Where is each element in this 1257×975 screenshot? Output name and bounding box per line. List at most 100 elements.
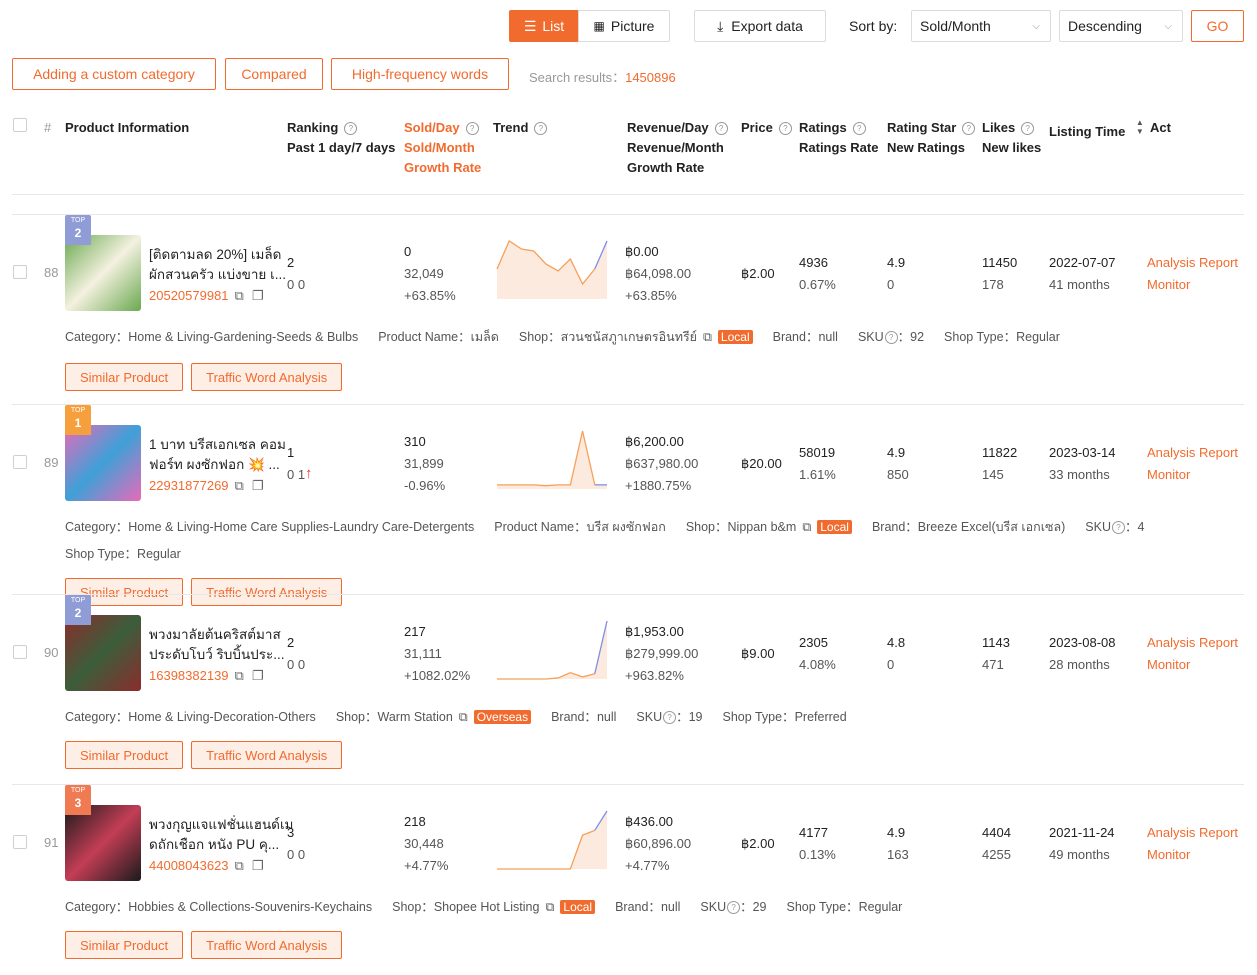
row-button[interactable]: Similar Product: [65, 741, 184, 769]
sold-month: 32,049: [404, 266, 444, 281]
ranking: 2: [287, 255, 295, 270]
product-title[interactable]: พวงกุญแจแฟชั่นแฮนด์เม: [149, 817, 294, 832]
copy-icon[interactable]: ❐: [251, 478, 264, 493]
action-link[interactable]: Analysis Report: [1147, 255, 1239, 270]
external-link-icon[interactable]: ⧉: [234, 288, 244, 303]
row-button[interactable]: Traffic Word Analysis: [191, 931, 343, 959]
product-title[interactable]: [ติดตามลด 20%] เมล็ด: [149, 247, 282, 262]
detail-item: Brand：null: [551, 706, 616, 725]
copy-icon[interactable]: ❐: [251, 288, 264, 303]
export-button[interactable]: ⤓ Export data: [694, 10, 826, 42]
select-all-checkbox[interactable]: [13, 118, 27, 132]
action-link[interactable]: Monitor: [1147, 277, 1191, 292]
copy-icon[interactable]: ❐: [251, 858, 264, 873]
external-link-icon[interactable]: ⧉: [702, 330, 712, 344]
column-label: New likes: [982, 138, 1041, 158]
row-button[interactable]: Traffic Word Analysis: [191, 741, 343, 769]
detail-value: null: [818, 330, 838, 344]
detail-value: ：4: [1125, 520, 1145, 534]
detail-label: Shop：: [335, 710, 378, 724]
detail-value: บรีส ผงซักฟอก: [586, 520, 666, 534]
row-checkbox[interactable]: [13, 835, 27, 849]
id-link[interactable]: 44008043623: [149, 858, 229, 873]
external-link-icon[interactable]: ⧉: [802, 520, 812, 534]
list-view-button[interactable]: ☰ List: [509, 10, 579, 42]
column-label: Revenue/Day?: [627, 118, 728, 138]
product-title[interactable]: พวงมาลัยต้นคริสต์มาส: [149, 627, 281, 642]
sold-day: 217: [404, 624, 426, 639]
external-link-icon[interactable]: ⧉: [234, 668, 244, 683]
action-link[interactable]: Analysis Report: [1147, 825, 1239, 840]
detail-item: Shop：สวนชนัสภูาเกษตรอินทรีย์ ⧉ Local: [519, 326, 753, 347]
ranking-change: 0 0: [287, 277, 306, 292]
detail-item: Category：Home & Living-Gardening-Seeds &…: [65, 326, 358, 347]
action-link[interactable]: Analysis Report: [1147, 635, 1239, 650]
label: Picture: [610, 18, 655, 34]
external-link-icon[interactable]: ⧉: [458, 710, 468, 724]
sort-order-select[interactable]: Descending ⌵: [1059, 10, 1183, 42]
product-title[interactable]: ประดับโบว์ ริบบิ้นประ...: [149, 647, 285, 662]
picture-view-button[interactable]: ▦ Picture: [578, 10, 670, 42]
product-title[interactable]: ฟอร์ท ผงซักฟอก 💥 ...: [149, 457, 280, 472]
row-checkbox[interactable]: [13, 455, 27, 469]
filter-button[interactable]: Compared: [225, 58, 323, 90]
text: Past 1 day/7 days: [287, 140, 396, 155]
trend-area: [497, 241, 607, 299]
row-button[interactable]: Traffic Word Analysis: [191, 363, 343, 391]
product-title[interactable]: ดถักเชือก หนัง PU คุ...: [149, 837, 280, 852]
action-link[interactable]: Analysis Report: [1147, 445, 1239, 460]
badge-top: TOP: [70, 787, 86, 794]
column-label: Price?: [741, 118, 792, 138]
row-checkbox[interactable]: [13, 645, 27, 659]
revenue-month: ฿60,896.00: [625, 836, 692, 851]
product-title[interactable]: ผักสวนครัว แบ่งขาย เ...: [149, 267, 286, 282]
id-link[interactable]: 20520579981: [149, 288, 229, 303]
text: Price: [741, 120, 773, 135]
trend-line: [497, 671, 595, 680]
external-link-icon[interactable]: ⧉: [234, 858, 244, 873]
sort-field-select[interactable]: Sold/Month ⌵: [911, 10, 1051, 42]
text: Growth Rate: [404, 160, 482, 175]
row-checkbox[interactable]: [13, 265, 27, 279]
ratings-rate: 0.13%: [799, 847, 836, 862]
go-button[interactable]: GO: [1191, 10, 1244, 42]
id-link[interactable]: 22931877269: [149, 478, 229, 493]
ratings-rate: 0.67%: [799, 277, 836, 292]
row-button[interactable]: Similar Product: [65, 931, 184, 959]
text: Ratings: [799, 120, 847, 135]
detail-value: Warm Station: [377, 710, 453, 724]
detail-value: Regular: [137, 547, 181, 561]
detail-value: สวนชนัสภูาเกษตรอินทรีย์: [560, 330, 697, 344]
id-link[interactable]: 16398382139: [149, 668, 229, 683]
detail-label: Category：: [65, 330, 129, 344]
product-title[interactable]: 1 บาท บรีสเอกเซล คอม: [149, 437, 286, 452]
rating-star: 4.9: [887, 445, 906, 460]
external-link-icon[interactable]: ⧉: [545, 900, 555, 914]
help-icon: ?: [1112, 521, 1125, 534]
price: ฿2.00: [741, 836, 775, 851]
badge-top: TOP: [70, 407, 86, 414]
sold-growth: -0.96%: [404, 478, 446, 493]
trend-latest: [594, 620, 608, 674]
badge-top: TOP: [70, 217, 86, 224]
help-icon: ?: [727, 901, 741, 914]
copy-icon[interactable]: ❐: [251, 668, 264, 683]
likes: 4404: [982, 825, 1011, 840]
action-link[interactable]: Monitor: [1147, 467, 1191, 482]
detail-value: Preferred: [794, 710, 847, 724]
filter-button[interactable]: Adding a custom category: [12, 58, 216, 90]
row-button[interactable]: Traffic Word Analysis: [191, 578, 343, 606]
likes: 11822: [982, 445, 1018, 460]
listing-age: 49 months: [1049, 847, 1110, 862]
revenue-month: ฿279,999.00: [625, 646, 699, 661]
action-link[interactable]: Monitor: [1147, 847, 1191, 862]
row-button[interactable]: Similar Product: [65, 363, 184, 391]
detail-item: Brand：Breeze Excel(บรีส เอกเซล): [872, 516, 1065, 537]
rank-badge: TOP 2: [65, 595, 91, 625]
product-details: Category：Hobbies & Collections-Souvenirs…: [65, 896, 1175, 959]
filter-button[interactable]: High-frequency words: [331, 58, 509, 90]
text: Sold/Month: [404, 140, 475, 155]
action-link[interactable]: Monitor: [1147, 657, 1191, 672]
external-link-icon[interactable]: ⧉: [234, 478, 244, 493]
trend-chart: [497, 620, 608, 680]
